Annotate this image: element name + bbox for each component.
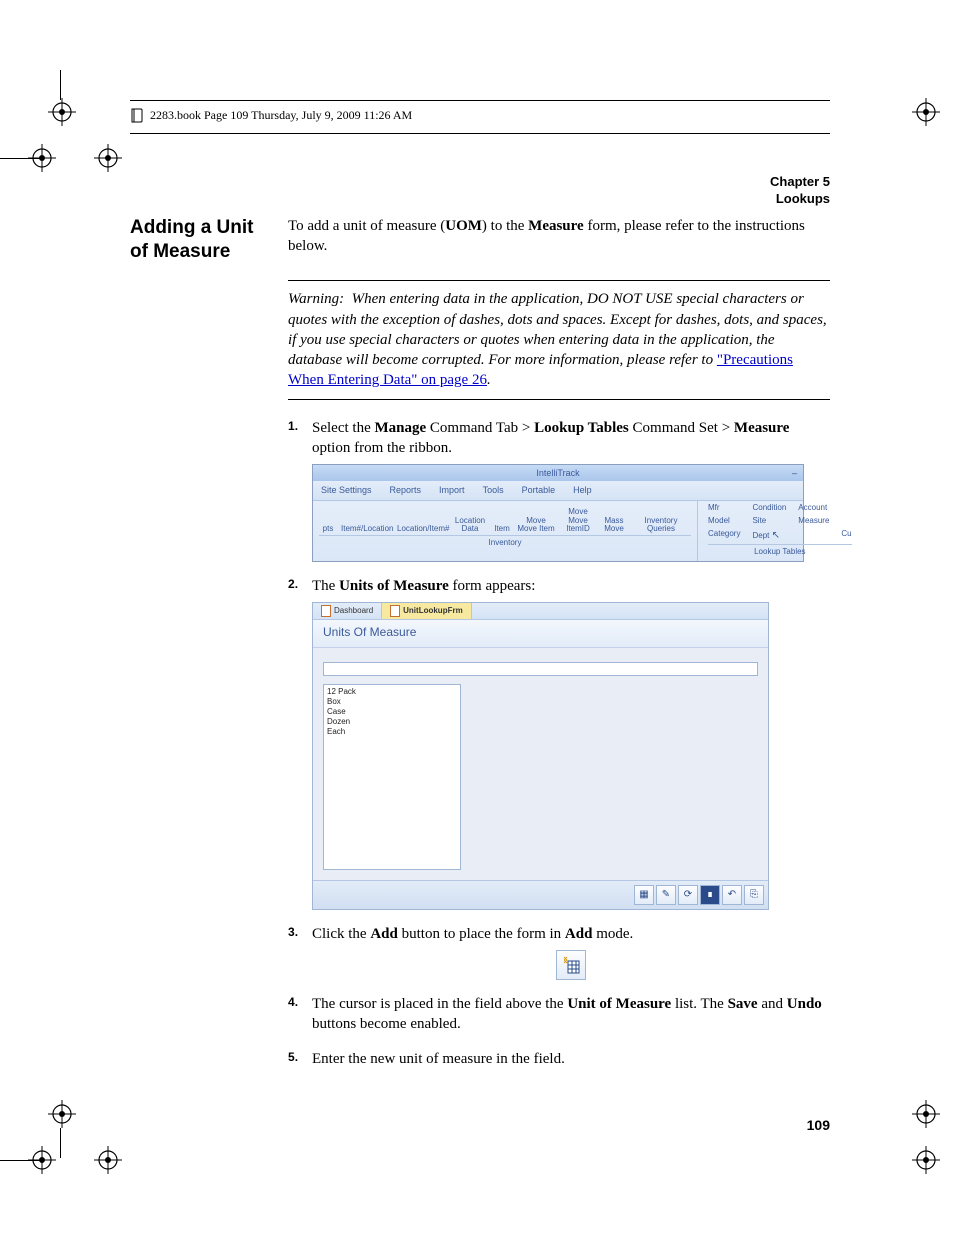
- toolbar-undo-button[interactable]: ↶: [722, 885, 742, 905]
- ribbon-cmd[interactable]: Move Move ItemID: [559, 508, 597, 533]
- ribbon-cmd[interactable]: Measure: [798, 516, 829, 527]
- list-item[interactable]: Box: [327, 697, 457, 707]
- toolbar-delete-button[interactable]: ∎: [700, 885, 720, 905]
- ribbon-group-inventory: pts Item#/Location Location/Item# Locati…: [313, 501, 698, 561]
- minimize-icon: –: [792, 467, 797, 479]
- uom-form-screenshot: Dashboard UnitLookupFrm Units Of Measure…: [312, 602, 769, 909]
- toolbar-add-button[interactable]: ▦: [634, 885, 654, 905]
- document-icon: [390, 605, 400, 617]
- toolbar-refresh-button[interactable]: ⟳: [678, 885, 698, 905]
- list-item[interactable]: Dozen: [327, 717, 457, 727]
- ribbon-cmd[interactable]: Mass Move: [601, 517, 627, 534]
- new-record-icon: [561, 955, 581, 975]
- ribbon-cmd[interactable]: Cu: [841, 529, 851, 543]
- crop-line: [0, 1160, 40, 1161]
- ribbon-tab[interactable]: Import: [439, 484, 465, 496]
- ribbon-group-caption: Lookup Tables: [708, 544, 852, 561]
- tab-unit-lookup[interactable]: UnitLookupFrm: [382, 603, 472, 619]
- form-title: Units Of Measure: [313, 620, 768, 647]
- ribbon-group-lookup: Mfr Condition Account Model Site Measure: [698, 501, 856, 561]
- list-item[interactable]: Case: [327, 707, 457, 717]
- cursor-icon: ↖: [772, 530, 780, 541]
- ribbon-cmd[interactable]: Dept ↖: [752, 529, 786, 543]
- chapter-title: Lookups: [130, 191, 830, 208]
- registration-mark-icon: [94, 144, 122, 172]
- ribbon-cmd[interactable]: Move Move Item: [517, 517, 555, 534]
- ribbon-titlebar: IntelliTrack –: [313, 465, 803, 481]
- ribbon-screenshot: IntelliTrack – Site Settings Reports Imp…: [312, 464, 804, 562]
- section-heading: Adding a Unit of Measure: [130, 216, 270, 264]
- list-item[interactable]: Each: [327, 727, 457, 737]
- ribbon-tab[interactable]: Site Settings: [321, 484, 372, 496]
- toolbar-exit-button[interactable]: ⎘: [744, 885, 764, 905]
- tab-dashboard[interactable]: Dashboard: [313, 603, 382, 619]
- intro-paragraph: To add a unit of measure (UOM) to the Me…: [288, 216, 830, 257]
- ribbon-cmd[interactable]: Item: [491, 525, 513, 533]
- uom-input[interactable]: [323, 662, 758, 676]
- ribbon-cmd[interactable]: Category: [708, 529, 740, 543]
- step-5: Enter the new unit of measure in the fie…: [288, 1049, 830, 1069]
- ribbon-cmd[interactable]: Location Data: [453, 517, 487, 534]
- registration-mark-icon: [48, 1100, 76, 1128]
- step-1: Select the Manage Command Tab > Lookup T…: [288, 418, 830, 563]
- form-toolbar: ▦ ✎ ⟳ ∎ ↶ ⎘: [313, 880, 768, 909]
- ribbon-group-caption: Inventory: [319, 535, 691, 552]
- ribbon-cmd[interactable]: Mfr: [708, 503, 740, 514]
- ribbon-cmd[interactable]: Inventory Queries: [631, 517, 691, 534]
- registration-mark-icon: [912, 98, 940, 126]
- header-rule: [130, 100, 830, 101]
- toolbar-edit-button[interactable]: ✎: [656, 885, 676, 905]
- book-icon: [130, 107, 144, 123]
- ribbon-tab[interactable]: Reports: [390, 484, 422, 496]
- chapter-heading: Chapter 5 Lookups: [130, 174, 830, 208]
- add-button-icon: [556, 950, 586, 980]
- warning-note: Warning: When entering data in the appli…: [288, 280, 830, 399]
- ribbon-cmd[interactable]: Item#/Location: [341, 525, 393, 533]
- list-item[interactable]: 12 Pack: [327, 687, 457, 697]
- page-content: 2283.book Page 109 Thursday, July 9, 200…: [130, 100, 830, 1083]
- step-4: The cursor is placed in the field above …: [288, 994, 830, 1035]
- ribbon-cmd[interactable]: Account: [798, 503, 829, 514]
- document-icon: [321, 605, 331, 617]
- ribbon-tab[interactable]: Help: [573, 484, 592, 496]
- registration-mark-icon: [48, 98, 76, 126]
- uom-list[interactable]: 12 Pack Box Case Dozen Each: [323, 684, 461, 870]
- registration-mark-icon: [912, 1146, 940, 1174]
- ribbon-tab[interactable]: Portable: [522, 484, 556, 496]
- crop-line: [60, 70, 61, 100]
- ribbon-cmd[interactable]: pts: [319, 525, 337, 533]
- running-header: 2283.book Page 109 Thursday, July 9, 200…: [130, 103, 830, 133]
- header-rule: [130, 133, 830, 134]
- ribbon-cmd[interactable]: Model: [708, 516, 740, 527]
- registration-mark-icon: [912, 1100, 940, 1128]
- header-text: 2283.book Page 109 Thursday, July 9, 200…: [150, 108, 412, 123]
- registration-mark-icon: [94, 1146, 122, 1174]
- crop-line: [60, 1128, 61, 1158]
- step-2: The Units of Measure form appears: Dashb…: [288, 576, 830, 910]
- step-3: Click the Add button to place the form i…: [288, 924, 830, 980]
- ribbon-cmd[interactable]: Location/Item#: [397, 525, 449, 533]
- crop-line: [0, 158, 40, 159]
- ribbon-cmd[interactable]: Condition: [752, 503, 786, 514]
- warning-label: Warning:: [288, 291, 344, 307]
- ribbon-tabs: Site Settings Reports Import Tools Porta…: [313, 481, 803, 501]
- chapter-number: Chapter 5: [130, 174, 830, 191]
- ribbon-tab[interactable]: Tools: [483, 484, 504, 496]
- page-number: 109: [807, 1117, 830, 1133]
- ribbon-cmd[interactable]: Site: [752, 516, 786, 527]
